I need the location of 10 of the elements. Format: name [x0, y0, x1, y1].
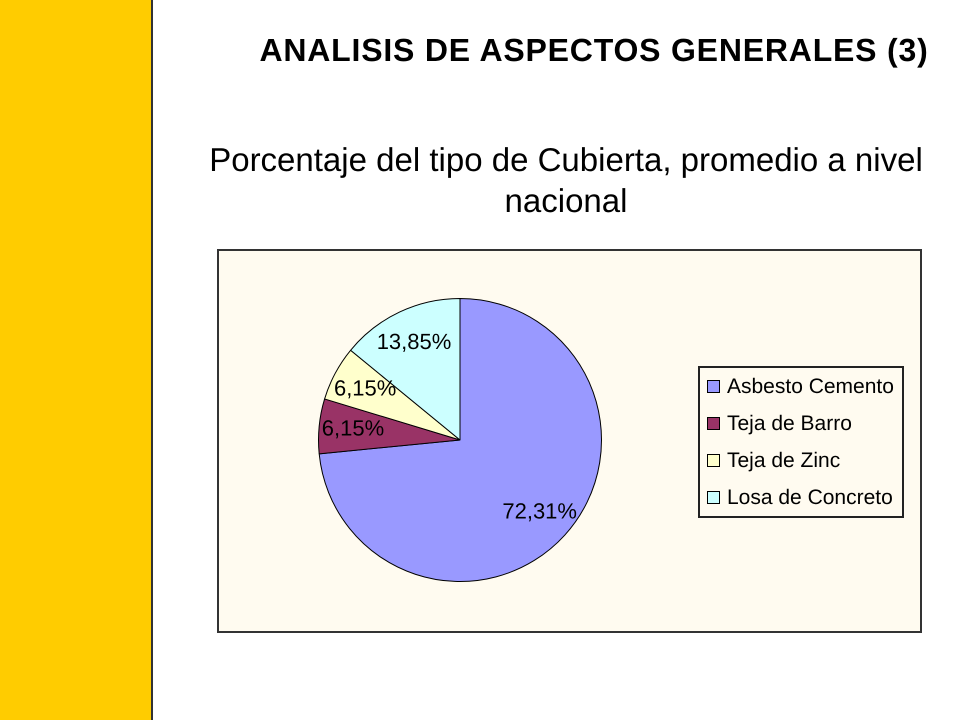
data-label: 6,15%: [334, 375, 396, 400]
chart-title: ANALISIS DE ASPECTOS GENERALES (3): [258, 31, 930, 70]
legend-label: Teja de Zinc: [727, 448, 840, 472]
chart-subtitle: Porcentaje del tipo de Cubierta, promedio a nivel nacional: [208, 140, 924, 221]
data-label: 6,15%: [322, 416, 384, 441]
legend-label: Losa de Concreto: [727, 486, 893, 510]
legend-label: Teja de Barro: [727, 412, 852, 436]
data-label: 72,31%: [502, 498, 577, 524]
legend-label: Asbesto Cemento: [727, 374, 894, 398]
data-label: 13,85%: [376, 328, 452, 354]
